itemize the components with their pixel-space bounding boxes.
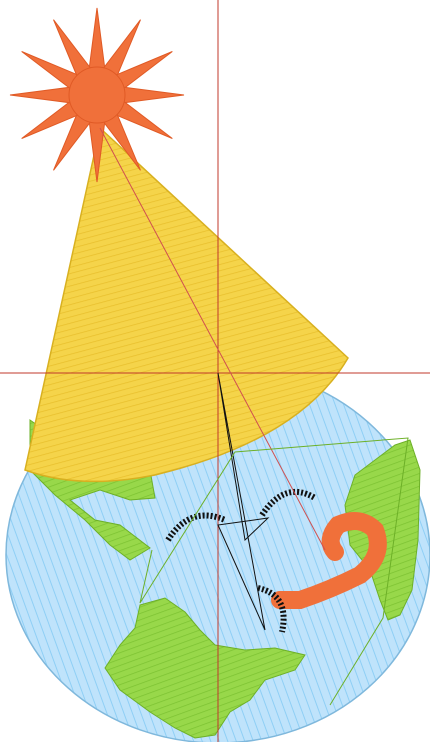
sun-rays — [9, 7, 185, 183]
light-beam — [24, 126, 349, 483]
swirl — [271, 512, 387, 609]
continent-south-america — [104, 597, 306, 739]
sun-ray — [9, 86, 73, 104]
bird-arc — [259, 488, 317, 517]
sun-ray — [88, 7, 106, 71]
bird-arc — [165, 512, 227, 542]
sun-ray — [121, 86, 185, 104]
bird-arc — [257, 585, 287, 633]
guide-line — [99, 127, 326, 551]
guide-line — [217, 372, 270, 631]
guide-line — [139, 437, 409, 706]
sun — [68, 66, 126, 124]
